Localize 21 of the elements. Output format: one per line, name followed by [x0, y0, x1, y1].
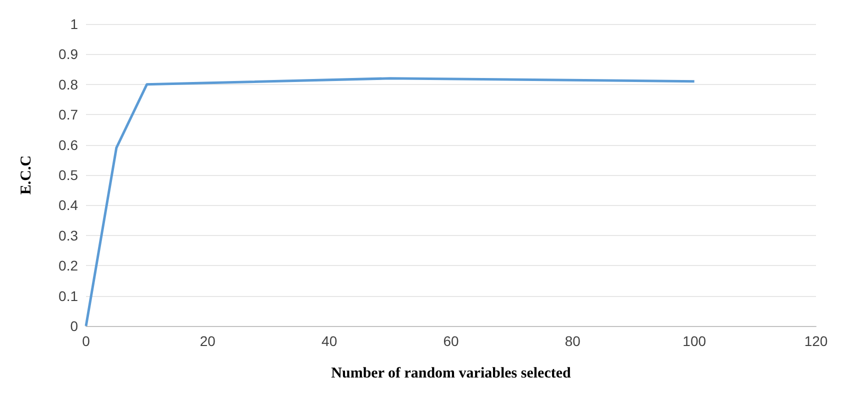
x-tick-label: 60: [443, 333, 459, 349]
x-tick-label: 20: [200, 333, 216, 349]
y-tick-label: 1: [70, 16, 78, 32]
y-tick-label: 0.9: [58, 46, 78, 62]
x-tick-label: 40: [322, 333, 338, 349]
x-axis-title: Number of random variables selected: [331, 366, 572, 382]
y-tick-label: 0.4: [58, 197, 78, 214]
x-tick-label: 0: [82, 333, 90, 349]
y-tick-label: 0.8: [58, 76, 78, 92]
y-tick-label: 0.6: [58, 136, 78, 153]
y-tick-label: 0.2: [58, 258, 78, 274]
y-tick-label: 0: [70, 318, 78, 334]
x-tick-label: 80: [564, 333, 581, 349]
y-tick-label: 0.3: [58, 227, 78, 244]
line-series: [84, 77, 696, 328]
y-tick-label: 0.5: [58, 167, 78, 183]
y-axis-title: E.C.C: [18, 155, 34, 195]
x-tick-label: 120: [804, 333, 828, 349]
y-tick-label: 0.1: [58, 288, 78, 304]
x-tick-label: 100: [682, 333, 706, 349]
y-tick-label: 0.7: [58, 106, 78, 123]
